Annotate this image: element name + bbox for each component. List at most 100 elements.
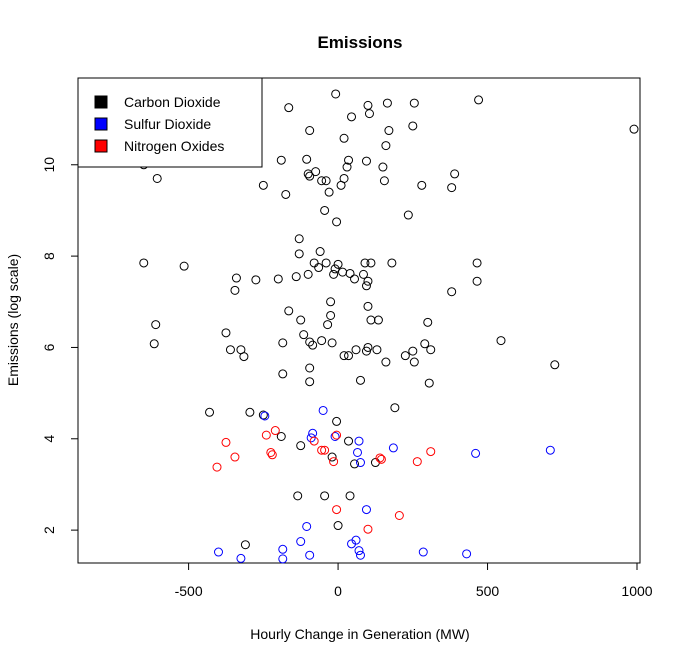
nitrogen-oxides-point	[266, 447, 276, 457]
carbon-dioxide-point	[366, 258, 376, 268]
carbon-dioxide-point	[363, 301, 373, 311]
carbon-dioxide-point	[474, 95, 484, 105]
carbon-dioxide-point	[309, 258, 319, 268]
legend-swatch-sulfur-dioxide	[94, 117, 108, 131]
sulfur-dioxide-point	[355, 550, 365, 560]
sulfur-dioxide-point	[236, 553, 246, 563]
carbon-dioxide-point	[426, 345, 436, 355]
carbon-dioxide-point	[179, 261, 189, 271]
carbon-dioxide-point	[305, 363, 315, 373]
carbon-dioxide-point	[305, 377, 315, 387]
carbon-dioxide-point	[409, 357, 419, 367]
carbon-dioxide-point	[251, 275, 261, 285]
carbon-dioxide-point	[381, 141, 391, 151]
sulfur-dioxide-point	[306, 433, 316, 443]
carbon-dioxide-point	[472, 276, 482, 286]
sulfur-dioxide-point	[545, 445, 555, 455]
carbon-dioxide-point	[370, 458, 380, 468]
carbon-dioxide-point	[321, 258, 331, 268]
carbon-dioxide-point	[363, 276, 373, 286]
carbon-dioxide-point	[230, 285, 240, 295]
carbon-dioxide-point	[629, 124, 639, 134]
carbon-dioxide-point	[258, 410, 268, 420]
carbon-dioxide-point	[339, 133, 349, 143]
nitrogen-oxides-point	[309, 436, 319, 446]
carbon-dioxide-point	[326, 297, 336, 307]
carbon-dioxide-point	[245, 407, 255, 417]
carbon-dioxide-point	[303, 269, 313, 279]
carbon-dioxide-point	[364, 109, 374, 119]
carbon-dioxide-point	[336, 180, 346, 190]
carbon-dioxide-point	[317, 336, 327, 346]
y-tick-label: 10	[41, 157, 57, 173]
legend-label-nitrogen-oxides: Nitrogen Oxides	[124, 138, 224, 154]
carbon-dioxide-point	[409, 98, 419, 108]
carbon-dioxide-point	[387, 258, 397, 268]
carbon-dioxide-point	[372, 345, 382, 355]
chart-title: Emissions	[317, 33, 402, 52]
carbon-dioxide-point	[294, 234, 304, 244]
carbon-dioxide-point	[330, 264, 340, 274]
x-tick-label: -500	[175, 583, 203, 599]
carbon-dioxide-point	[550, 360, 560, 370]
carbon-dioxide-point	[424, 378, 434, 388]
sulfur-dioxide-point	[278, 554, 288, 564]
sulfur-dioxide-point	[355, 458, 365, 468]
carbon-dioxide-point	[326, 310, 336, 320]
carbon-dioxide-point	[472, 258, 482, 268]
sulfur-dioxide-point	[462, 549, 472, 559]
x-axis: -500 0 500 1000	[175, 562, 653, 599]
carbon-dioxide-point	[221, 328, 231, 338]
carbon-dioxide-point	[327, 338, 337, 348]
carbon-dioxide-point	[350, 459, 360, 469]
legend-swatch-nitrogen-oxides	[94, 139, 108, 153]
carbon-dioxide-point	[450, 169, 460, 179]
carbon-dioxide-point	[347, 112, 357, 122]
sulfur-dioxide-point	[214, 547, 223, 557]
carbon-dioxide-point	[327, 452, 337, 462]
carbon-dioxide-point	[278, 338, 288, 348]
nitrogen-oxides-point	[317, 445, 327, 455]
carbon-dioxide-point	[379, 176, 389, 186]
legend-box	[77, 77, 263, 168]
carbon-dioxide-point	[299, 330, 309, 340]
carbon-dioxide-point	[366, 315, 376, 325]
carbon-dioxide-point	[305, 337, 315, 347]
sulfur-dioxide-point	[308, 428, 318, 438]
carbon-dioxide-point	[378, 162, 388, 172]
carbon-dioxide-point	[339, 351, 349, 361]
y-axis: 2 4 6 8 10	[41, 157, 79, 534]
nitrogen-oxides-point	[394, 511, 404, 521]
sulfur-dioxide-point	[388, 443, 398, 453]
nitrogen-oxides-point	[230, 452, 240, 462]
carbon-dioxide-point	[358, 269, 368, 279]
carbon-dioxide-point	[239, 352, 249, 362]
nitrogen-oxides-point	[332, 430, 342, 440]
carbon-dioxide-point	[447, 183, 457, 193]
carbon-dioxide-point	[294, 249, 304, 259]
carbon-dioxide-point	[317, 176, 327, 186]
nitrogen-oxides-point	[267, 450, 277, 460]
nitrogen-oxides-point	[363, 524, 373, 534]
carbon-dioxide-point	[360, 258, 370, 268]
x-axis-label: Hourly Change in Generation (MW)	[250, 626, 469, 642]
y-axis-label: Emissions (log scale)	[5, 254, 21, 386]
carbon-dioxide-point	[408, 346, 418, 356]
carbon-dioxide-point	[258, 180, 268, 190]
carbon-dioxide-point	[338, 267, 348, 277]
carbon-dioxide-point	[315, 247, 325, 257]
carbon-dioxide-point	[324, 187, 334, 197]
carbon-dioxide-point	[363, 100, 373, 110]
carbon-dioxide-point	[305, 126, 315, 136]
sulfur-dioxide-point	[278, 544, 288, 554]
carbon-dioxide-point	[361, 156, 371, 166]
carbon-dioxide-point	[351, 345, 361, 355]
sulfur-dioxide-point	[471, 448, 481, 458]
nitrogen-oxides-point	[221, 437, 231, 447]
carbon-dioxide-point	[308, 340, 318, 350]
carbon-dioxide-point	[291, 272, 301, 282]
carbon-dioxide-point	[305, 171, 315, 181]
carbon-dioxide-point	[390, 403, 400, 413]
sulfur-dioxide-point	[354, 436, 364, 446]
carbon-dioxide-point	[408, 121, 418, 131]
